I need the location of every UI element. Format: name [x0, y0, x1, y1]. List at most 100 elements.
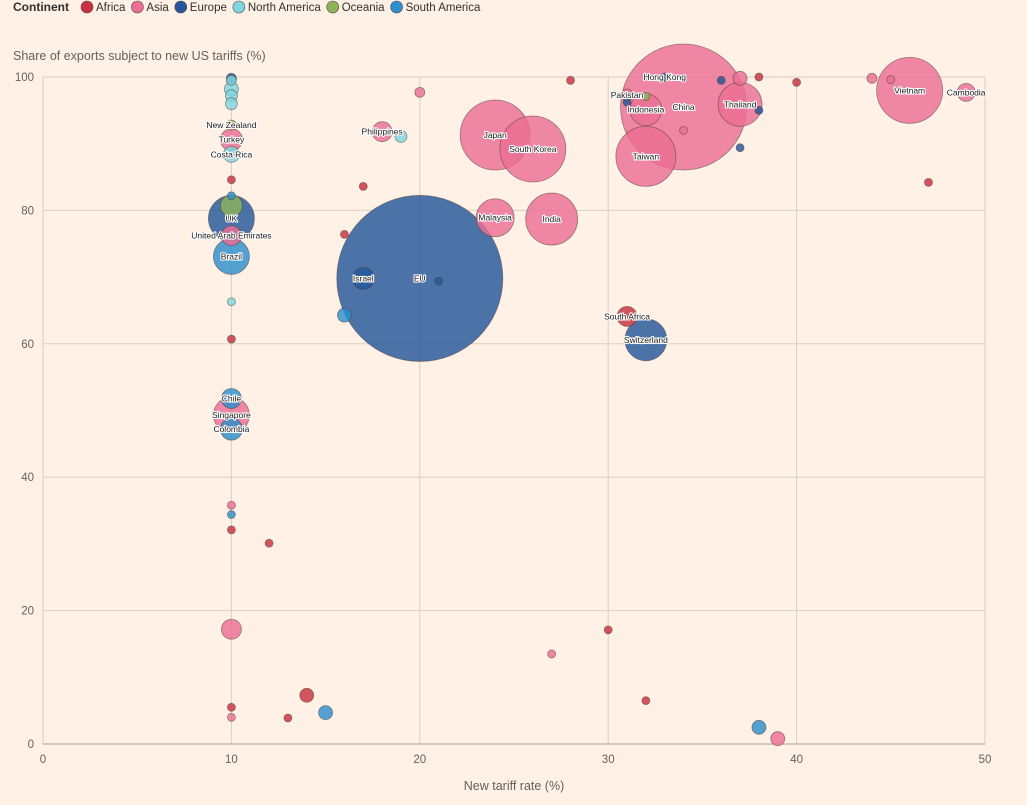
bubble [226, 525, 236, 535]
y-tick-label: 20 [21, 606, 34, 618]
bubble-label: Thailand [724, 99, 757, 109]
y-tick-label: 60 [21, 339, 34, 351]
bubble [337, 307, 352, 323]
x-tick-label: 0 [40, 754, 46, 766]
bubble [226, 712, 236, 722]
bubble-label: EU [414, 273, 426, 283]
bubble-label: Brazil [221, 251, 242, 261]
bubble-label: Switzerland [624, 335, 668, 345]
bubble [225, 74, 237, 86]
bubble-label: South Africa [604, 311, 650, 321]
bubble [956, 82, 976, 102]
x-tick-label: 30 [602, 754, 615, 766]
bubble [219, 417, 243, 441]
bubble [624, 318, 668, 362]
bubble [358, 181, 368, 191]
bubble-label: Hong Kong [643, 72, 686, 82]
bubble [886, 75, 896, 85]
bubble-label: New Zealand [206, 120, 256, 130]
legend-label: South America [406, 2, 481, 14]
bubble-label: Singapore [212, 410, 251, 420]
bubble [220, 618, 242, 640]
bubble-label: Colombia [213, 424, 249, 434]
bubble [770, 731, 786, 747]
bubble [615, 125, 677, 187]
bubble [336, 195, 504, 362]
bubble [525, 192, 579, 246]
bubble [226, 500, 236, 510]
bubble [299, 687, 315, 703]
legend-swatch [232, 0, 246, 14]
bubble-label: Israel [353, 273, 374, 283]
bubble [547, 649, 557, 659]
bubble-label: Vietnam [894, 85, 925, 95]
bubble [566, 75, 575, 85]
bubble [641, 91, 651, 101]
bubble-label: Malaysia [478, 213, 512, 223]
bubble [226, 297, 236, 307]
bubble [318, 705, 334, 721]
legend-label: Africa [96, 2, 126, 14]
bubble [866, 72, 878, 84]
y-tick-label: 40 [21, 472, 34, 484]
bubble [264, 538, 274, 548]
bubble-label: Turkey [219, 135, 245, 145]
bubble [283, 713, 293, 723]
bubbles [207, 43, 976, 747]
bubble-label: India [542, 214, 561, 224]
y-tick-label: 0 [28, 739, 34, 751]
bubble [225, 119, 237, 131]
bubble-label: Pakistan [611, 90, 644, 100]
legend-swatch [326, 0, 340, 14]
bubble [220, 388, 242, 409]
legend-label: Asia [146, 2, 169, 14]
bubble [716, 75, 726, 85]
bubble [603, 625, 613, 635]
bubble [394, 129, 408, 143]
legend-label: Oceania [342, 2, 385, 14]
bubble [226, 334, 236, 344]
legend-title: Continent [13, 0, 69, 14]
legend-label: Europe [190, 2, 227, 14]
legend-items: Africa Asia Europe North America Oceania Sout… [80, 0, 481, 14]
bubble [876, 56, 944, 124]
bubble-label: Taiwan [633, 151, 660, 161]
legend-swatch [131, 0, 144, 14]
bubble-label: China [672, 102, 694, 112]
bubble [792, 77, 801, 87]
bubble-label: Cambodia [947, 87, 986, 97]
bubble-label: South Korea [509, 144, 557, 154]
bubble-label: Japan [484, 130, 507, 140]
x-axis-ticks: 0 10 20 30 40 50 [40, 754, 992, 766]
bubble [622, 97, 632, 107]
y-axis-title: Share of exports subject to new US tarif… [13, 49, 266, 63]
y-tick-label: 100 [15, 72, 34, 84]
x-tick-label: 50 [979, 754, 992, 766]
bubble-label: United Arab Emirates [191, 231, 271, 241]
bubble [226, 175, 236, 185]
bubble-label: Costa Rica [211, 149, 253, 159]
legend-swatch [80, 0, 94, 14]
bubble-label: UK [225, 213, 237, 223]
bubble [222, 145, 240, 163]
y-tick-label: 80 [21, 205, 34, 217]
bubble [616, 306, 638, 327]
bubble [641, 696, 651, 706]
legend-swatch [390, 0, 403, 14]
bubble [371, 121, 393, 143]
bubble [679, 125, 688, 135]
bubble-label: Chile [222, 393, 242, 403]
x-tick-label: 40 [790, 754, 803, 766]
bubble [499, 115, 567, 183]
bubble [475, 198, 515, 238]
y-axis-ticks: 0 20 40 60 80 100 [15, 72, 34, 751]
bubble [340, 230, 349, 239]
bubble [751, 719, 767, 735]
bubble [754, 72, 764, 82]
bubble [732, 70, 748, 86]
bubble-label: Indonesia [627, 105, 664, 115]
bubble [226, 191, 236, 201]
legend-swatch [174, 0, 188, 14]
